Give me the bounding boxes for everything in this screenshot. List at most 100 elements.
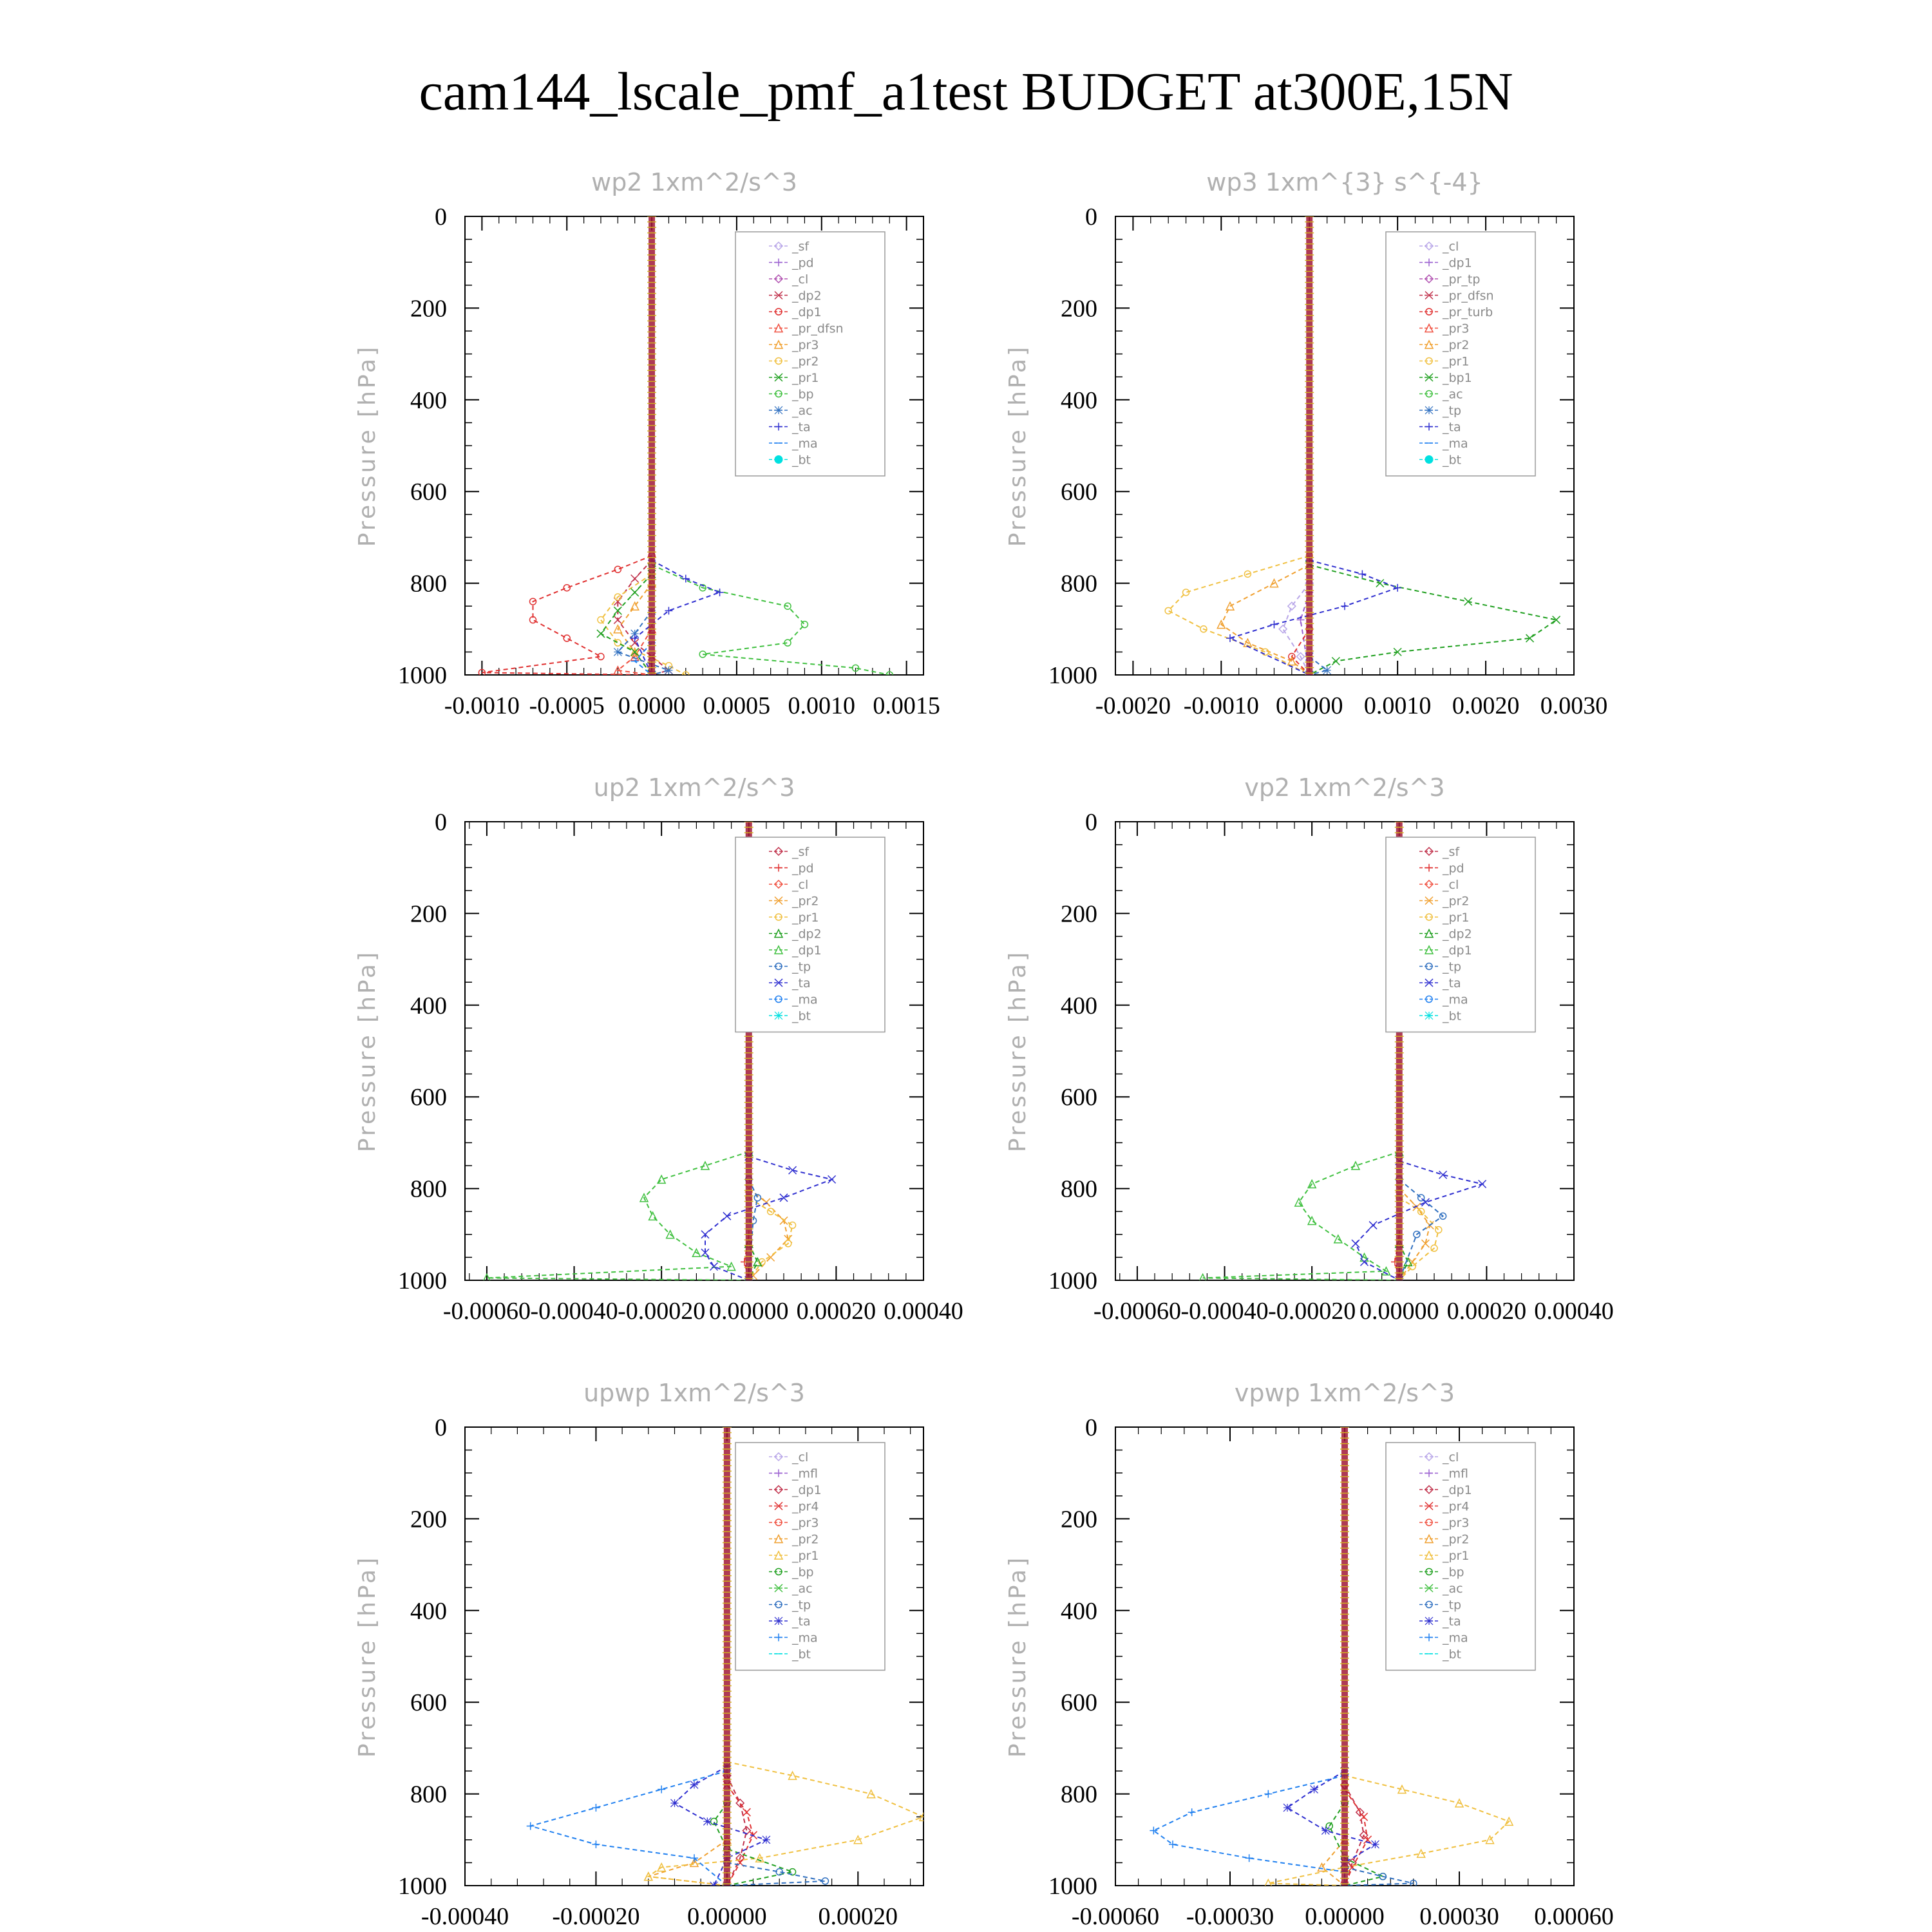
legend-label: _ta (791, 1615, 811, 1629)
legend-entry: _ta (1419, 1615, 1461, 1629)
legend-label: _ma (791, 993, 818, 1007)
data-point (1439, 1170, 1448, 1179)
legend-entry: _pd (1419, 862, 1464, 876)
data-point (592, 1840, 600, 1848)
data-point (1413, 1231, 1421, 1238)
data-point (1359, 1257, 1369, 1267)
y-tick-label: 1000 (398, 1873, 447, 1900)
data-point (753, 1256, 762, 1267)
data-point (1417, 1208, 1425, 1215)
y-tick-label: 400 (1061, 1598, 1097, 1625)
data-point (630, 638, 639, 647)
legend-marker (775, 995, 782, 1003)
data-point (715, 588, 724, 596)
series-pr1 (643, 1757, 923, 1886)
legend-marker (775, 1600, 782, 1609)
data-point (529, 598, 537, 605)
legend-entry: _mfl (1419, 1467, 1468, 1481)
legend-label: _cl (1442, 878, 1459, 892)
legend-label: _ta (791, 421, 811, 435)
data-point (563, 634, 571, 642)
legend-entry: _cl (769, 878, 808, 892)
legend-label: _ac (1442, 388, 1463, 402)
legend-label: _pr3 (1442, 322, 1469, 336)
data-point (1341, 602, 1349, 611)
data-point (1245, 1854, 1253, 1862)
data-point (762, 1835, 771, 1844)
x-tick-label: 0.00060 (1534, 1903, 1614, 1930)
y-tick-label: 1000 (398, 662, 447, 689)
data-point (614, 593, 622, 601)
data-point (670, 1799, 679, 1808)
x-tick-label: 0.00020 (1447, 1298, 1527, 1325)
legend-entry: _cl (769, 1450, 808, 1464)
legend-marker (1424, 928, 1434, 938)
legend-marker (774, 1616, 783, 1625)
legend-label: _ta (1442, 1615, 1461, 1629)
legend-entry: _dp1 (769, 943, 822, 958)
data-point (1287, 601, 1296, 611)
legend-marker (775, 864, 782, 872)
series-line (1152, 1775, 1345, 1886)
legend-marker (773, 1533, 784, 1544)
legend-label: _pr1 (791, 911, 819, 925)
x-tick-label: -0.0010 (1184, 692, 1259, 719)
data-point (563, 583, 571, 592)
y-tick-label: 800 (1061, 1781, 1097, 1808)
legend-entry: _pr3 (769, 338, 819, 352)
legend-label: _pr1 (791, 1549, 819, 1563)
series-line (726, 1862, 826, 1886)
data-point (1278, 624, 1288, 634)
y-tick-label: 600 (1061, 1689, 1097, 1716)
legend-marker (1425, 1469, 1433, 1477)
y-tick-label: 200 (410, 1506, 447, 1533)
y-tick-label: 0 (1085, 1414, 1097, 1441)
x-tick-label: 0.0015 (873, 692, 940, 719)
legend-label: _pd (791, 862, 814, 876)
data-point (1394, 583, 1402, 592)
zero-profile-band (745, 822, 752, 1280)
series-dp2 (613, 556, 673, 675)
y-tick-label: 600 (410, 1689, 447, 1716)
data-point (1182, 589, 1190, 596)
legend-box (735, 1442, 886, 1671)
legend-entry: _pr2 (769, 1533, 819, 1547)
data-point (784, 602, 791, 610)
x-tick-label: 0.00030 (1419, 1903, 1499, 1930)
legend-marker (1425, 896, 1434, 905)
legend-label: _pd (1442, 862, 1464, 876)
legend-entry: _bt (769, 1009, 811, 1023)
series-ta (1351, 1157, 1487, 1280)
legend-label: _dp1 (791, 943, 822, 958)
legend-label: _pr3 (1442, 1516, 1469, 1530)
legend-marker (773, 323, 784, 333)
data-point (596, 629, 605, 638)
zero-profile-band (1396, 822, 1403, 1280)
data-point (753, 1194, 762, 1202)
data-point (1262, 648, 1269, 656)
legend-marker (774, 896, 783, 905)
y-tick-label: 400 (410, 387, 447, 414)
legend-entry: _pr_tp (1419, 272, 1480, 287)
series-line (486, 1151, 750, 1280)
legend-label: _tp (1442, 960, 1461, 974)
legend-label: _tp (791, 1598, 811, 1613)
legend-marker (773, 1484, 784, 1495)
y-tick-label: 200 (410, 295, 447, 322)
legend-marker (773, 339, 784, 349)
legend-label: _dp2 (791, 289, 822, 303)
legend-entry: _dp1 (1419, 1483, 1472, 1497)
y-tick-label: 200 (1061, 1506, 1097, 1533)
series-line (1344, 1784, 1365, 1886)
data-point (1150, 1826, 1158, 1835)
x-tick-label: 0.0010 (788, 692, 856, 719)
legend-label: _pr_dfsn (1442, 289, 1494, 303)
legend-entry: _ta (769, 976, 811, 990)
data-point (726, 1261, 736, 1271)
legend-marker (1425, 1519, 1433, 1526)
series-bp (710, 1799, 797, 1886)
legend-entry: _sf (769, 240, 810, 254)
legend-label: _dp1 (791, 1483, 822, 1497)
zero-profile-band (723, 1427, 730, 1886)
legend-marker (1425, 406, 1434, 415)
